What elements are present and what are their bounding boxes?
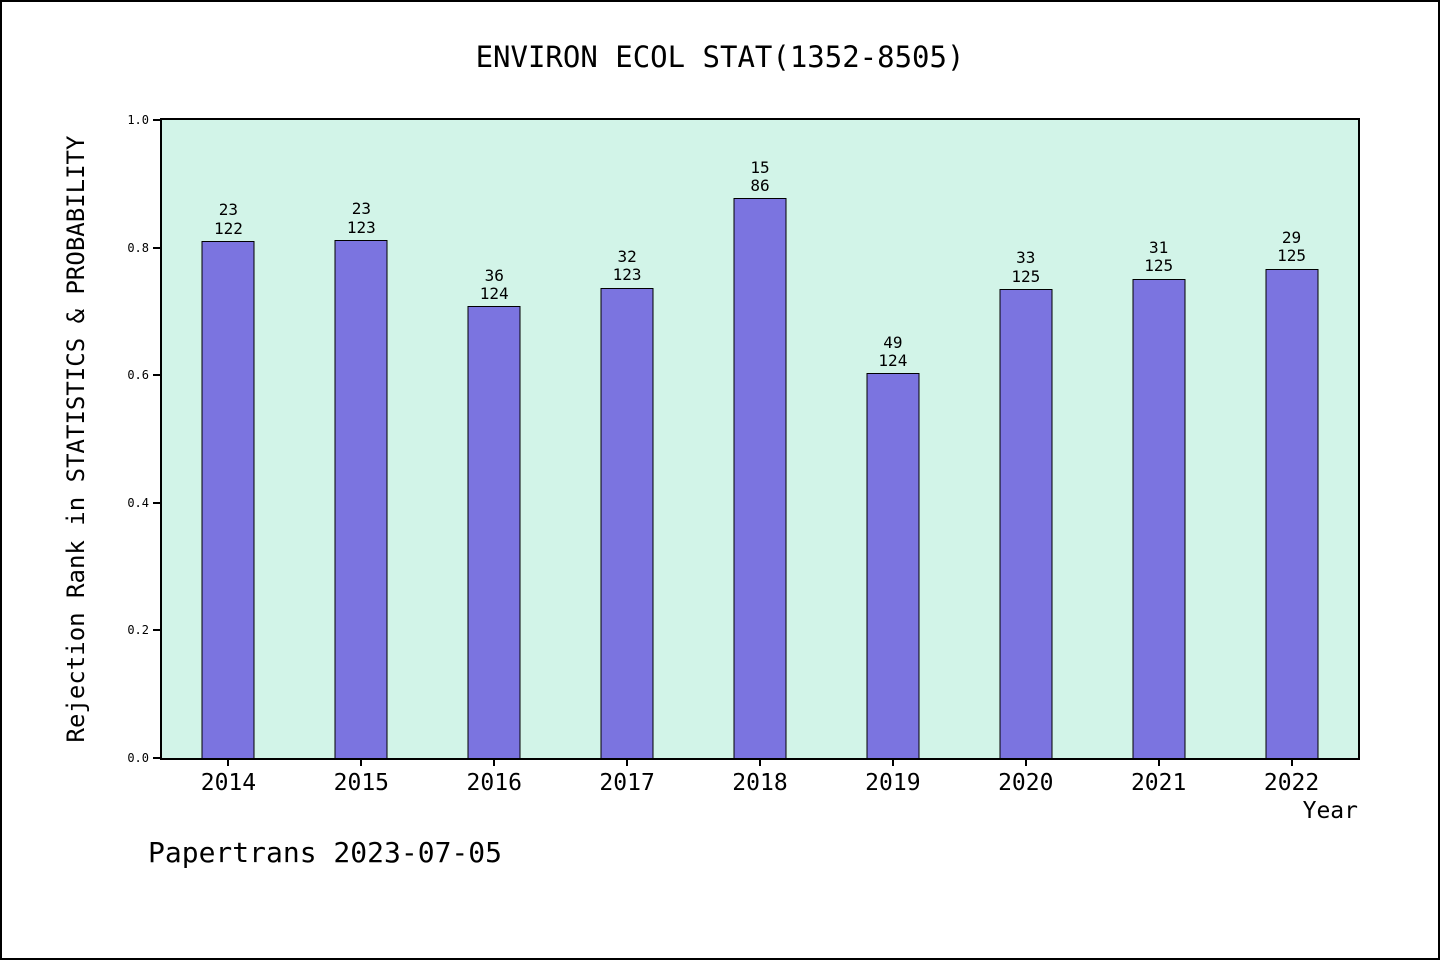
y-tick-label: 0.2 [127, 623, 149, 638]
bar-2021: 31 125 [1132, 120, 1186, 758]
x-axis-label: Year [1302, 798, 1358, 824]
bar-rect-2017 [600, 287, 654, 758]
y-tick [153, 119, 162, 121]
y-tick-label: 0.0 [127, 751, 149, 765]
y-tick [153, 757, 162, 759]
x-tick [1024, 758, 1027, 766]
x-tick-label-2014: 2014 [200, 770, 257, 796]
x-tick [493, 758, 496, 766]
bar-2018: 15 86 [733, 120, 787, 758]
y-axis-label: Rejection Rank in STATISTICS & PROBABILI… [62, 135, 90, 743]
bar-rect-2022 [1265, 268, 1319, 758]
y-tick-label: 0.6 [127, 368, 149, 383]
bar-rect-2019 [866, 373, 920, 758]
x-tick-label-2017: 2017 [599, 770, 655, 796]
bar-value-label-2015: 23 123 [346, 199, 376, 237]
y-tick [153, 501, 162, 504]
bar-value-label-2016: 36 124 [479, 265, 509, 303]
bar-2016: 36 124 [467, 120, 521, 758]
bar-rect-2014 [201, 241, 255, 758]
x-tick-label-2021: 2021 [1130, 770, 1187, 796]
x-tick-label-2020: 2020 [998, 770, 1054, 796]
y-tick [153, 629, 162, 632]
x-tick-label-2022: 2022 [1263, 770, 1320, 796]
x-tick-label-2018: 2018 [732, 770, 788, 796]
chart-title: ENVIRON ECOL STAT(1352-8505) [475, 40, 965, 74]
y-tick-label: 1.0 [127, 113, 149, 127]
watermark-text: Papertrans 2023-07-05 [148, 836, 503, 869]
bar-2022: 29 125 [1265, 120, 1319, 758]
bar-rect-2021 [1132, 278, 1186, 758]
bar-rect-2015 [334, 239, 388, 758]
plot-area: 0.0 0.2 0.4 0.6 0.8 1.0 23 122 2014 23 123 2015 36 12… [127, 113, 1360, 796]
y-tick [153, 374, 162, 377]
y-tick [153, 246, 162, 249]
bar-value-label-2020: 33 125 [1011, 248, 1041, 286]
x-tick [1157, 758, 1160, 766]
bar-rect-2018 [733, 198, 787, 758]
bar-value-label-2019: 49 124 [878, 332, 908, 370]
x-tick [360, 758, 363, 766]
bar-value-label-2021: 31 125 [1144, 238, 1174, 276]
x-tick [759, 758, 761, 766]
x-tick [1290, 758, 1293, 766]
bar-2014: 23 122 [201, 120, 255, 758]
x-tick [626, 758, 629, 766]
bar-value-label-2014: 23 122 [213, 200, 243, 238]
x-tick-label-2015: 2015 [333, 770, 390, 796]
x-tick [891, 758, 894, 766]
bar-rect-2020 [999, 289, 1053, 758]
bar-2020: 33 125 [999, 120, 1053, 758]
x-tick-label-2019: 2019 [865, 770, 921, 796]
y-tick-label: 0.4 [127, 495, 149, 510]
y-tick-label: 0.8 [127, 240, 149, 255]
bar-value-label-2017: 32 123 [612, 247, 642, 285]
bar-2017: 32 123 [600, 120, 654, 758]
bar-value-label-2018: 15 86 [750, 157, 770, 196]
bar-2019: 49 124 [866, 120, 920, 758]
x-tick [227, 758, 230, 766]
bar-rect-2016 [467, 306, 521, 758]
x-tick-label-2016: 2016 [466, 770, 522, 796]
bar-value-label-2022: 29 125 [1277, 227, 1306, 266]
bar-2015: 23 123 [334, 120, 388, 758]
